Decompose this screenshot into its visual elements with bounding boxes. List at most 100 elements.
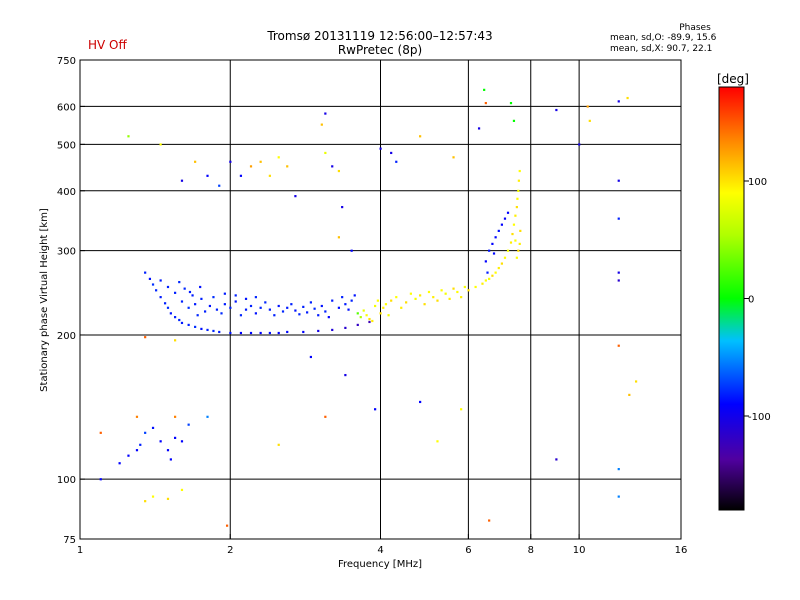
x-tick-label: 16 [675, 545, 688, 556]
data-point [516, 197, 519, 200]
data-point [199, 285, 202, 289]
data-point [286, 330, 289, 334]
data-point [144, 500, 147, 503]
data-point [302, 330, 305, 334]
data-point [379, 147, 382, 150]
data-point [436, 440, 439, 443]
data-point [395, 296, 398, 299]
data-point [127, 454, 130, 457]
data-point [180, 321, 184, 325]
data-point [353, 294, 356, 297]
data-point [203, 310, 207, 313]
data-point [173, 316, 177, 319]
x-tick-label: 8 [528, 545, 534, 556]
data-point [166, 285, 170, 289]
data-point [223, 292, 226, 295]
data-point [144, 336, 147, 339]
colorbar-tick-label: 100 [748, 177, 767, 188]
x-tick-label: 4 [377, 545, 383, 556]
data-point [249, 165, 253, 168]
data-point [324, 112, 327, 115]
data-point [148, 277, 152, 280]
data-point [419, 294, 422, 297]
data-point [617, 495, 620, 498]
data-point [144, 431, 147, 434]
data-point [194, 303, 197, 306]
data-point [617, 344, 620, 347]
data-point [277, 443, 280, 446]
data-point [249, 304, 253, 308]
data-point [306, 311, 309, 314]
data-point [159, 296, 162, 299]
data-point [509, 101, 513, 105]
data-point [512, 119, 516, 122]
data-point [320, 304, 323, 308]
data-point [578, 143, 581, 146]
y-tick-label: 300 [57, 247, 76, 258]
data-point [617, 100, 620, 103]
data-point [484, 279, 487, 282]
data-point [268, 308, 271, 311]
data-point [309, 301, 312, 304]
data-point [491, 274, 494, 277]
chart-title: Tromsø 20131119 12:56:00–12:57:43 [267, 29, 493, 43]
data-point [317, 314, 320, 317]
data-point [514, 214, 517, 217]
data-point [196, 314, 199, 317]
data-point [180, 488, 184, 492]
data-point [371, 319, 374, 323]
data-point [206, 328, 209, 332]
data-point [492, 252, 496, 255]
data-point [239, 314, 243, 317]
data-point [206, 174, 209, 177]
data-point [229, 331, 232, 335]
data-point [365, 314, 368, 317]
data-point [324, 151, 327, 155]
data-point [481, 282, 484, 285]
data-point [488, 249, 491, 252]
data-point [374, 408, 377, 411]
data-point [491, 242, 494, 245]
data-point [512, 223, 516, 226]
data-point [259, 306, 262, 309]
y-tick-label: 200 [57, 331, 76, 342]
data-point [159, 279, 162, 282]
data-point [374, 304, 377, 308]
data-point [362, 309, 365, 312]
data-point [494, 236, 497, 239]
data-point [99, 431, 102, 434]
data-point [395, 160, 398, 163]
x-tick-label: 1 [77, 545, 83, 556]
data-point [368, 317, 371, 321]
data-point [277, 156, 280, 159]
data-point [506, 249, 510, 252]
data-point [173, 415, 177, 418]
data-point [206, 415, 209, 418]
data-point [234, 294, 237, 297]
data-point [208, 304, 212, 308]
data-point [517, 189, 520, 192]
data-point [337, 169, 341, 173]
data-point [448, 297, 451, 300]
data-point [331, 299, 334, 302]
data-point [286, 306, 289, 309]
x-tick-label: 10 [573, 545, 586, 556]
data-point [298, 313, 301, 316]
data-point [302, 305, 305, 308]
data-point [586, 105, 589, 108]
data-point [390, 151, 393, 155]
data-point [249, 331, 253, 335]
data-point [327, 316, 330, 319]
data-point [331, 165, 334, 168]
data-point [281, 310, 285, 313]
data-point [187, 323, 190, 327]
data-point [341, 296, 344, 299]
data-point [444, 292, 447, 295]
data-point [215, 308, 219, 311]
data-point [456, 290, 459, 294]
data-point [484, 101, 487, 105]
data-point [359, 316, 362, 319]
data-point [188, 290, 192, 294]
colorbar-ticks: 100 0 -100 [744, 177, 771, 423]
data-point [273, 314, 276, 317]
